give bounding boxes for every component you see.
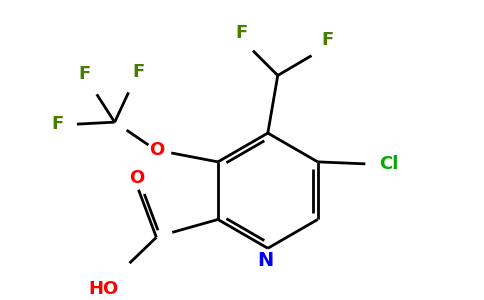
Text: Cl: Cl	[379, 155, 399, 173]
Text: F: F	[235, 24, 247, 42]
Text: HO: HO	[89, 280, 119, 298]
Text: O: O	[129, 169, 144, 187]
Text: N: N	[257, 251, 274, 270]
Text: F: F	[321, 31, 333, 49]
Text: F: F	[132, 64, 145, 82]
Text: F: F	[79, 65, 91, 83]
Text: O: O	[149, 141, 164, 159]
Text: F: F	[51, 115, 63, 133]
